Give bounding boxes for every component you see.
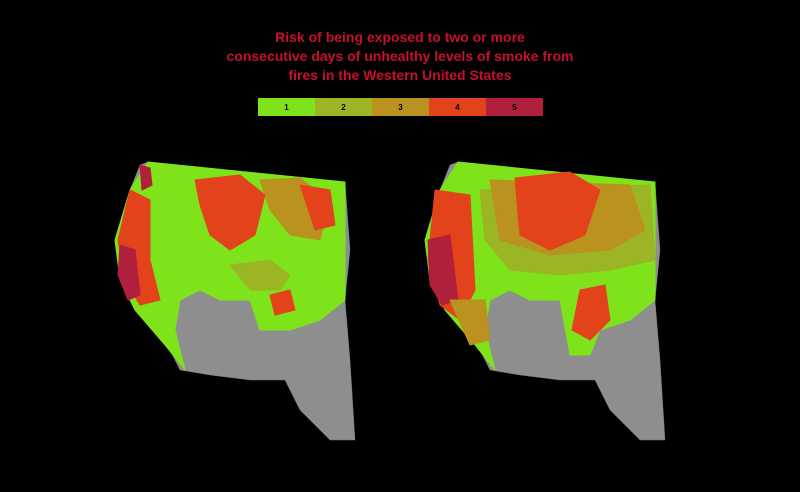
risk-area — [299, 184, 336, 231]
risk-area — [514, 171, 601, 251]
risk-area — [229, 259, 291, 291]
legend-label: 4 — [455, 103, 460, 112]
legend-label: 3 — [398, 103, 403, 112]
legend-swatch — [372, 98, 429, 116]
legend-swatch — [315, 98, 372, 116]
legend-label: 1 — [284, 103, 289, 112]
map-left — [114, 161, 356, 441]
legend-label: 2 — [341, 103, 346, 112]
legend-label: 5 — [512, 103, 517, 112]
title-line: fires in the Western United States — [288, 67, 511, 83]
map-right — [424, 161, 666, 441]
risk-area — [117, 244, 141, 301]
risk-area — [269, 289, 296, 316]
risk-area — [449, 299, 491, 346]
legend: 1 2 3 4 5 — [258, 98, 543, 116]
risk-area — [427, 234, 459, 306]
risk-area — [194, 174, 266, 251]
risk-area — [139, 164, 153, 191]
legend-swatch — [429, 98, 486, 116]
title-line: consecutive days of unhealthy levels of … — [227, 48, 574, 64]
title-line: Risk of being exposed to two or more — [275, 29, 525, 45]
risk-area — [571, 284, 611, 341]
legend-swatch — [486, 98, 543, 116]
legend-swatch — [258, 98, 315, 116]
